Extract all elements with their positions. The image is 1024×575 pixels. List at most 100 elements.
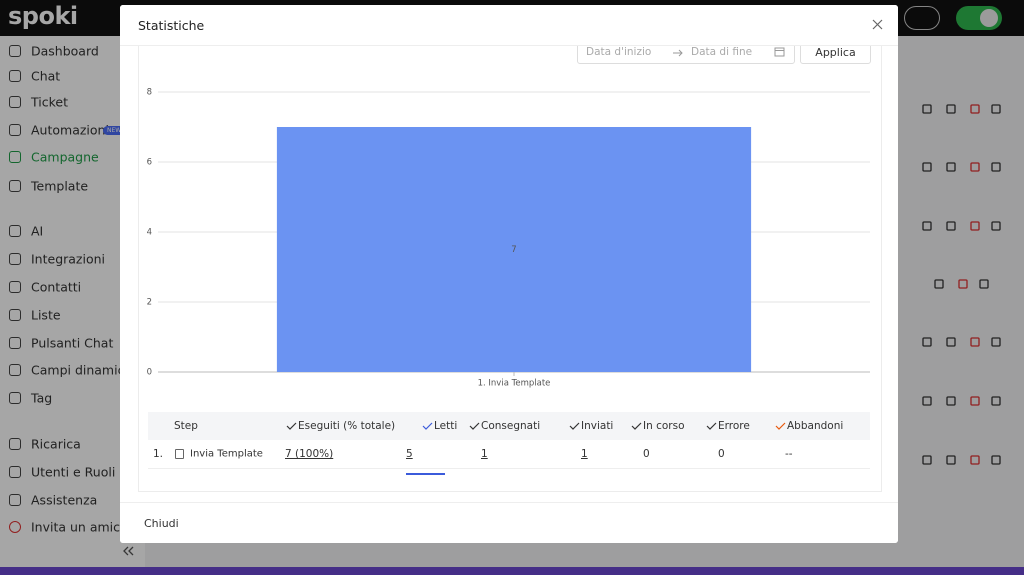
start-date[interactable]: Data d'inizio	[586, 46, 652, 58]
share-button[interactable]	[904, 6, 940, 30]
toggle-knob	[980, 9, 998, 27]
new-badge: NEW	[103, 126, 126, 135]
toggle[interactable]	[956, 6, 1002, 30]
y-tick-label: 2	[147, 298, 152, 308]
data-label: 7	[511, 245, 516, 255]
bar	[276, 127, 752, 372]
table-row: 1. Invia Template 7 (100%) 5 1 1 0 0 --	[148, 440, 870, 469]
sidebar-icon	[9, 309, 21, 321]
sidebar-item[interactable]: Liste	[31, 307, 61, 323]
action-icon[interactable]	[991, 162, 1001, 172]
modal-header: Statistiche	[120, 5, 898, 46]
action-icon[interactable]	[922, 337, 932, 347]
sidebar-icon	[9, 70, 21, 82]
header-icon-glyph	[469, 422, 480, 430]
action-icon[interactable]	[922, 162, 932, 172]
action-icon[interactable]	[991, 104, 1001, 114]
table-cell[interactable]: 1	[581, 448, 588, 460]
action-icon[interactable]	[946, 162, 956, 172]
action-icon[interactable]	[991, 337, 1001, 347]
action-icon[interactable]	[958, 279, 968, 289]
table-header-cell: Consegnati	[481, 420, 541, 432]
action-icon[interactable]	[991, 396, 1001, 406]
sidebar-item[interactable]: Dashboard	[31, 43, 99, 59]
chart: 0 2 4 6 8 1. Invia Template 7	[147, 88, 870, 389]
sidebar-item[interactable]: Ticket	[31, 94, 68, 110]
sidebar-item[interactable]: Pulsanti Chat	[31, 335, 114, 351]
action-icon[interactable]	[970, 221, 980, 231]
action-icon[interactable]	[970, 396, 980, 406]
action-icon[interactable]	[922, 396, 932, 406]
sidebar-item[interactable]: Tag	[31, 390, 53, 406]
action-icon[interactable]	[946, 104, 956, 114]
sidebar-icon	[9, 521, 21, 533]
table-cell[interactable]: 7 (100%)	[285, 448, 334, 460]
header-icon	[706, 422, 717, 430]
table-cell: 0	[718, 448, 725, 460]
action-icon[interactable]	[946, 221, 956, 231]
action-icon[interactable]	[970, 104, 980, 114]
collapse-glyph	[123, 546, 134, 556]
end-date[interactable]: Data di fine	[691, 46, 753, 58]
sidebar-icon	[9, 364, 21, 376]
close-button[interactable]	[870, 17, 886, 33]
sidebar-item[interactable]: Invita un amico	[31, 519, 128, 535]
header-icon	[469, 422, 480, 430]
action-icon[interactable]	[934, 279, 944, 289]
header-icon-glyph	[631, 422, 642, 430]
close-link[interactable]: Chiudi	[144, 517, 179, 530]
sidebar-item[interactable]: Contatti	[31, 279, 82, 295]
sidebar-item[interactable]: Assistenza	[31, 492, 98, 508]
sidebar-item[interactable]: Utenti e Ruoli	[31, 464, 116, 480]
modal-title: Statistiche	[138, 18, 205, 33]
y-tick-label: 0	[147, 368, 152, 378]
action-icon[interactable]	[922, 221, 932, 231]
table-header-cell: Letti	[434, 420, 458, 432]
action-icon[interactable]	[970, 455, 980, 465]
y-tick-label: 8	[147, 88, 152, 98]
header-icon	[286, 422, 297, 430]
action-icon[interactable]	[991, 455, 1001, 465]
sidebar-item[interactable]: Chat	[31, 68, 61, 84]
y-tick-label: 4	[147, 228, 152, 238]
action-icon[interactable]	[970, 337, 980, 347]
sidebar-icon	[9, 124, 21, 136]
action-icon[interactable]	[970, 162, 980, 172]
sidebar-item[interactable]: Integrazioni	[31, 251, 106, 267]
action-icon[interactable]	[946, 455, 956, 465]
table-header-cell: Step	[174, 420, 198, 432]
sidebar-item[interactable]: Campi dinamici	[31, 362, 128, 378]
action-icon[interactable]	[946, 337, 956, 347]
table-cell: --	[785, 448, 793, 460]
sidebar-icon	[9, 180, 21, 192]
action-icon[interactable]	[946, 396, 956, 406]
sidebar-item[interactable]: Automazioni	[31, 122, 109, 138]
modal-footer: Chiudi	[120, 502, 898, 543]
active-indicator	[406, 473, 445, 475]
sidebar-icon	[9, 337, 21, 349]
modal: Data d'inizio Data di fine Applica Stati…	[120, 5, 898, 543]
action-icon[interactable]	[991, 221, 1001, 231]
collapse-icon[interactable]	[122, 545, 134, 561]
sidebar-icon	[9, 392, 21, 404]
action-icon[interactable]	[922, 104, 932, 114]
header-icon	[422, 422, 433, 430]
sidebar-icon	[9, 45, 21, 57]
action-icon[interactable]	[922, 455, 932, 465]
table-cell[interactable]: 5	[406, 448, 413, 460]
sidebar-item[interactable]: Campagne	[31, 149, 99, 165]
sidebar-icon	[9, 225, 21, 237]
table-header-cell: Inviati	[581, 420, 614, 432]
action-icon[interactable]	[979, 279, 989, 289]
table-header: Step Eseguiti (% totale) Letti Consegnati In…	[148, 412, 870, 440]
sidebar-item[interactable]: Ricarica	[31, 436, 81, 452]
header-icon	[569, 422, 580, 430]
sidebar-item[interactable]: Template	[31, 178, 89, 194]
header-icon	[631, 422, 642, 430]
logo: spoki	[8, 2, 78, 30]
sidebar-item[interactable]: AI	[31, 223, 44, 239]
table-cell[interactable]: 1	[481, 448, 488, 460]
y-tick-label: 6	[147, 158, 152, 168]
header-icon-glyph	[775, 422, 786, 430]
